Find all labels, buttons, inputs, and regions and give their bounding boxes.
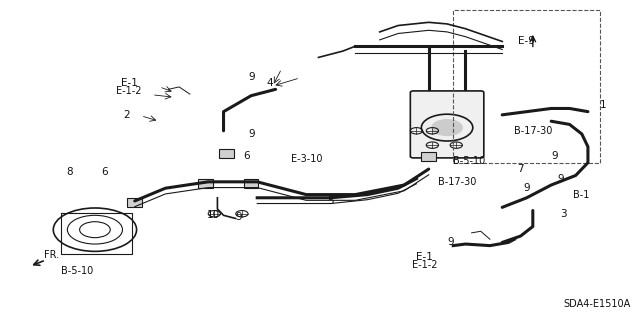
Text: 10: 10 bbox=[207, 210, 220, 220]
Text: B-5-10: B-5-10 bbox=[453, 156, 486, 166]
Text: 5: 5 bbox=[328, 196, 334, 206]
Text: 2: 2 bbox=[124, 110, 131, 120]
Bar bbox=[453, 10, 600, 163]
Text: SDA4-E1510A: SDA4-E1510A bbox=[563, 299, 630, 309]
Text: FR.: FR. bbox=[44, 250, 60, 260]
Text: 4: 4 bbox=[266, 78, 273, 88]
Bar bbox=[127, 198, 142, 207]
Text: 6: 6 bbox=[244, 151, 250, 161]
Text: 9: 9 bbox=[248, 129, 255, 139]
Text: B-17-30: B-17-30 bbox=[515, 126, 553, 136]
Text: B-17-30: B-17-30 bbox=[438, 177, 476, 187]
Text: 9: 9 bbox=[557, 174, 564, 184]
Text: E-9: E-9 bbox=[518, 36, 534, 47]
FancyBboxPatch shape bbox=[410, 91, 484, 158]
Text: 1: 1 bbox=[600, 100, 607, 110]
Text: E-1-2: E-1-2 bbox=[116, 86, 142, 96]
Text: E-1-2: E-1-2 bbox=[412, 260, 437, 270]
Text: 3: 3 bbox=[561, 209, 567, 219]
Text: 8: 8 bbox=[66, 167, 73, 177]
Text: 9: 9 bbox=[447, 237, 454, 248]
Text: E-3-10: E-3-10 bbox=[291, 154, 323, 165]
Text: E-1: E-1 bbox=[121, 78, 138, 88]
Text: 9: 9 bbox=[248, 71, 255, 82]
Text: 9: 9 bbox=[551, 151, 558, 161]
Bar bbox=[244, 179, 259, 188]
Text: 6: 6 bbox=[101, 167, 108, 177]
Text: 9: 9 bbox=[236, 212, 243, 222]
Bar bbox=[421, 152, 436, 161]
Circle shape bbox=[432, 120, 462, 136]
Bar bbox=[220, 149, 234, 158]
Text: 7: 7 bbox=[518, 164, 524, 174]
Text: B-1: B-1 bbox=[573, 189, 589, 200]
Text: B-5-10: B-5-10 bbox=[61, 266, 93, 276]
Bar bbox=[198, 179, 212, 188]
Text: 9: 9 bbox=[524, 183, 531, 193]
Text: E-1: E-1 bbox=[417, 252, 433, 262]
